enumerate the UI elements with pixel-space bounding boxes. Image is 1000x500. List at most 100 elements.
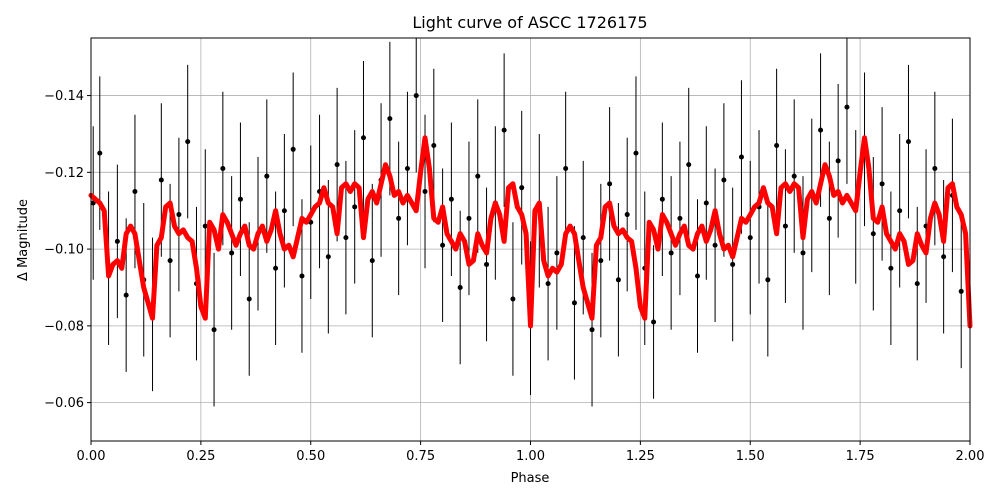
data-point (668, 250, 674, 256)
data-point (730, 261, 736, 267)
data-point (501, 127, 507, 133)
data-point (563, 165, 569, 171)
data-point (738, 154, 744, 160)
x-tick-label: 0.75 (406, 449, 435, 464)
data-point (158, 177, 164, 183)
y-tick-label: −0.10 (44, 243, 84, 258)
data-point (888, 265, 894, 271)
data-point (554, 250, 560, 256)
data-point (413, 93, 419, 99)
data-point (818, 127, 824, 133)
data-point (202, 223, 208, 229)
data-point (774, 142, 780, 148)
data-point (571, 300, 577, 306)
data-point (870, 231, 876, 237)
data-point (686, 162, 692, 168)
data-point (334, 162, 340, 168)
x-tick-label: 0.25 (186, 449, 215, 464)
data-point (369, 258, 375, 264)
data-point (167, 258, 173, 264)
x-tick-label: 1.00 (516, 449, 545, 464)
x-axis-ticks: 0.00 0.25 0.50 0.75 1.00 1.25 1.50 1.75 2.00 (77, 441, 985, 464)
data-point (114, 238, 120, 244)
data-point (440, 242, 446, 248)
data-point (721, 177, 727, 183)
y-tick-label: −0.14 (44, 89, 84, 104)
data-point (897, 208, 903, 214)
data-point (510, 296, 516, 302)
data-point (431, 142, 437, 148)
model-curve-series (88, 135, 973, 329)
data-point (90, 200, 96, 206)
model-curve-line (88, 135, 973, 329)
data-point (932, 165, 938, 171)
x-tick-label: 0.50 (296, 449, 325, 464)
y-axis-label: Δ Magnitude (16, 199, 31, 281)
data-point (844, 104, 850, 110)
data-point (352, 204, 358, 210)
data-point (404, 165, 410, 171)
data-point (659, 196, 665, 202)
data-point (281, 208, 287, 214)
data-point (703, 200, 709, 206)
data-point (360, 135, 366, 141)
data-point (651, 319, 657, 325)
data-point (747, 235, 753, 241)
data-point (800, 250, 806, 256)
data-point (589, 327, 595, 333)
data-point (97, 150, 103, 156)
data-point (273, 265, 279, 271)
data-point (677, 215, 683, 221)
data-point (123, 292, 129, 298)
data-point (290, 146, 296, 152)
data-point (466, 215, 472, 221)
data-point (712, 242, 718, 248)
data-point (448, 196, 454, 202)
chart-title: Light curve of ASCC 1726175 (412, 13, 647, 32)
x-tick-label: 1.75 (846, 449, 875, 464)
data-point (607, 181, 613, 187)
x-tick-label: 2.00 (956, 449, 985, 464)
data-point (941, 254, 947, 260)
data-point (615, 277, 621, 283)
data-point (396, 215, 402, 221)
data-point (765, 277, 771, 283)
data-point (457, 284, 463, 290)
data-point (246, 296, 252, 302)
data-point (299, 273, 305, 279)
data-point (879, 181, 885, 187)
data-point (211, 327, 217, 333)
x-tick-label: 1.50 (736, 449, 765, 464)
data-point (695, 273, 701, 279)
data-point (387, 116, 393, 122)
data-point (185, 139, 191, 145)
data-point (237, 196, 243, 202)
data-point (422, 189, 428, 195)
y-axis-ticks: −0.14 −0.12 −0.10 −0.08 −0.06 (44, 89, 91, 411)
y-tick-label: −0.06 (44, 396, 84, 411)
data-point (229, 250, 235, 256)
data-point (580, 235, 586, 241)
data-point (519, 185, 525, 191)
x-tick-label: 0.00 (77, 449, 106, 464)
data-point (132, 189, 138, 195)
data-point (905, 139, 911, 145)
x-tick-label: 1.25 (626, 449, 655, 464)
x-axis-label: Phase (511, 471, 550, 486)
data-point (325, 254, 331, 260)
data-point (484, 261, 490, 267)
data-point (835, 158, 841, 164)
data-point (343, 235, 349, 241)
data-point (624, 212, 630, 218)
data-point (782, 223, 788, 229)
y-tick-label: −0.08 (44, 319, 84, 334)
data-point (598, 258, 604, 264)
data-point (176, 212, 182, 218)
data-point (475, 173, 481, 179)
data-point (958, 288, 964, 294)
data-point (220, 165, 226, 171)
y-tick-label: −0.12 (44, 166, 84, 181)
data-point (545, 281, 551, 287)
